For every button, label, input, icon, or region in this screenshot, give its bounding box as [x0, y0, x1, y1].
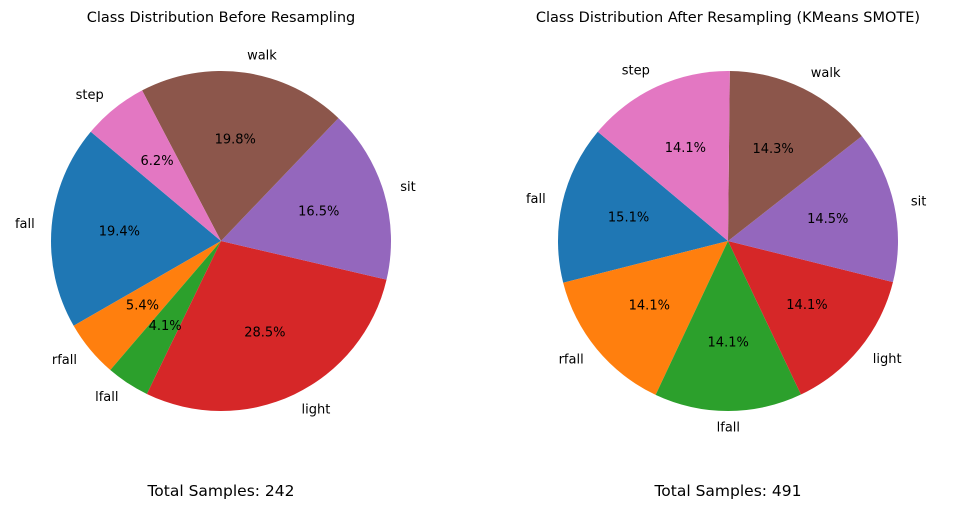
pie-slice-light: [728, 241, 893, 395]
percent-label-rfall: 5.4%: [126, 299, 159, 314]
slice-label-lfall: lfall: [717, 421, 740, 436]
percent-label-lfall: 14.1%: [708, 336, 749, 351]
pie-slice-lfall: [655, 241, 801, 412]
slice-label-walk: walk: [811, 66, 841, 81]
percent-label-walk: 14.3%: [752, 142, 793, 157]
percent-label-step: 14.1%: [665, 141, 706, 156]
pie-slice-walk: [728, 71, 862, 241]
slice-label-rfall: rfall: [559, 352, 584, 367]
percent-label-sit: 16.5%: [298, 204, 339, 219]
total-samples-text: Total Samples: 491: [653, 482, 801, 500]
pie-slices: [50, 70, 392, 411]
percent-label-fall: 19.4%: [99, 225, 140, 240]
chart-title: Class Distribution After Resampling (KMe…: [536, 10, 920, 26]
slice-label-sit: sit: [400, 180, 415, 195]
slice-label-lfall: lfall: [95, 390, 118, 405]
pie-slice-light: [146, 241, 387, 411]
pie-slice-walk: [142, 70, 339, 241]
slice-label-light: light: [873, 352, 902, 367]
slice-label-sit: sit: [911, 194, 926, 209]
pie-labels: fall 15.1% rfall 14.1% lfall 14.1% light 14.1% s…: [526, 64, 926, 436]
pie-slice-step: [597, 71, 730, 241]
pie-slice-lfall: [110, 241, 221, 394]
pie-slice-sit: [728, 136, 899, 283]
pie-slice-rfall: [563, 241, 728, 395]
pie-slice-sit: [221, 118, 392, 280]
total-samples-text: Total Samples: 242: [146, 482, 294, 500]
percent-label-light: 28.5%: [244, 326, 285, 341]
slice-label-walk: walk: [247, 48, 277, 63]
percent-label-light: 14.1%: [786, 298, 827, 313]
pie-chart-before: Class Distribution Before Resampling fal…: [15, 10, 416, 500]
slice-label-step: step: [622, 64, 650, 79]
chart-title: Class Distribution Before Resampling: [87, 10, 356, 26]
slice-label-fall: fall: [15, 217, 35, 232]
pie-slice-step: [90, 90, 222, 241]
percent-label-lfall: 4.1%: [149, 319, 182, 334]
pie-slice-fall: [50, 131, 221, 326]
slice-label-rfall: rfall: [52, 353, 77, 368]
percent-label-step: 6.2%: [141, 154, 174, 169]
percent-label-rfall: 14.1%: [629, 298, 670, 313]
pie-slice-rfall: [73, 241, 221, 371]
slice-label-fall: fall: [526, 192, 546, 207]
slice-label-step: step: [76, 88, 104, 103]
percent-label-sit: 14.5%: [807, 212, 848, 227]
percent-label-fall: 15.1%: [608, 211, 649, 226]
slice-label-light: light: [301, 402, 330, 417]
pie-labels: fall 19.4% rfall 5.4% lfall 4.1% light 28.5% sit…: [15, 48, 416, 417]
pie-chart-after: Class Distribution After Resampling (KMe…: [526, 10, 926, 500]
percent-label-walk: 19.8%: [215, 133, 256, 148]
pie-slices: [557, 71, 899, 412]
pie-slice-fall: [557, 131, 728, 283]
